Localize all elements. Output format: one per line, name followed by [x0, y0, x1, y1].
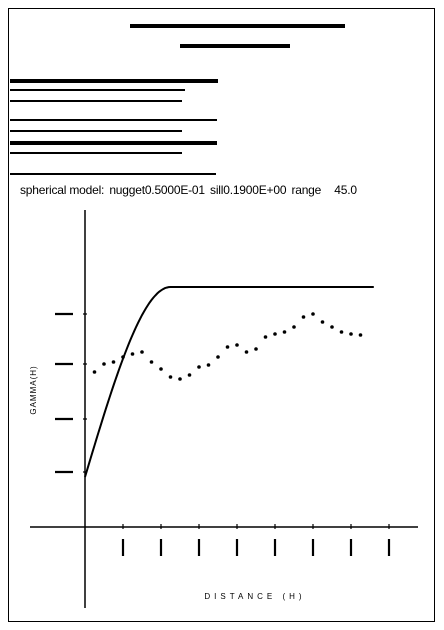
data-point — [282, 330, 287, 334]
redacted-info-bar-3 — [10, 100, 182, 102]
data-point — [244, 350, 249, 354]
data-point — [102, 362, 106, 366]
data-point — [121, 355, 125, 359]
redacted-info-bar-2 — [10, 89, 185, 91]
sill-text: sill0.1900E+00 — [210, 183, 287, 197]
data-point — [254, 347, 258, 351]
data-point — [149, 360, 154, 364]
data-point — [140, 350, 144, 354]
data-point — [225, 345, 230, 349]
redacted-info-bar-5 — [10, 130, 182, 132]
y-axis-label: GAMMA(H) — [29, 365, 38, 414]
redacted-title-bar — [130, 24, 345, 28]
data-point — [159, 367, 163, 371]
data-point — [206, 363, 211, 367]
redacted-subtitle-bar — [180, 44, 290, 48]
range-value: 45.0 — [334, 183, 357, 197]
range-text: range — [291, 183, 322, 197]
data-point — [197, 365, 201, 369]
redacted-info-bar-8 — [10, 173, 216, 175]
data-point — [330, 325, 334, 329]
model-parameters-line: spherical model: nugget0.5000E-01 sill0.… — [20, 183, 359, 197]
redacted-info-bar-6 — [10, 141, 217, 145]
data-point — [320, 320, 325, 324]
data-point — [92, 370, 97, 374]
redacted-info-bar-4 — [10, 119, 217, 121]
data-point — [311, 312, 315, 316]
data-point — [339, 330, 344, 334]
data-point — [187, 373, 192, 377]
redacted-info-bar-1 — [10, 79, 218, 83]
data-point — [349, 332, 353, 336]
data-point — [292, 325, 296, 329]
data-point — [235, 343, 239, 347]
data-point — [178, 377, 182, 381]
data-point — [301, 315, 306, 319]
data-point — [111, 360, 116, 364]
data-point — [263, 335, 268, 339]
axes — [30, 210, 418, 608]
data-point — [216, 355, 220, 359]
data-point — [168, 375, 173, 379]
data-point — [130, 352, 135, 356]
figure-frame — [8, 8, 435, 622]
model-type-text: spherical model: — [20, 183, 105, 197]
x-axis-label: DISTANCE (H) — [204, 592, 305, 601]
redacted-info-bar-7 — [10, 152, 182, 154]
nugget-text: nugget0.5000E-01 — [109, 183, 205, 197]
spherical-model-curve — [84, 286, 374, 478]
data-point — [358, 333, 363, 337]
data-point — [273, 332, 277, 336]
